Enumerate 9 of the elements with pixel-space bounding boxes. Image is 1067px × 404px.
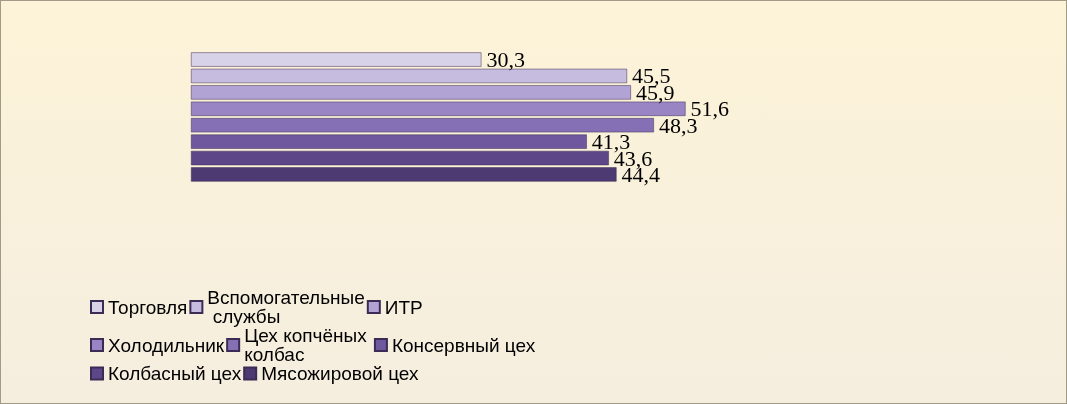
legend-label: Цех копчёных колбас <box>244 325 372 365</box>
legend-label: Холодильник <box>108 334 225 356</box>
legend-label: Консервный цех <box>391 334 536 356</box>
legend-label: ИТР <box>384 296 423 318</box>
legend-label: Торговля <box>108 296 188 318</box>
legend-label: Колбасный цех <box>108 363 242 384</box>
legend-label: Вспомогательные службы <box>207 287 365 327</box>
data-label: 30,3 <box>486 47 525 73</box>
legend-label: Мясожировой цех <box>261 363 419 384</box>
